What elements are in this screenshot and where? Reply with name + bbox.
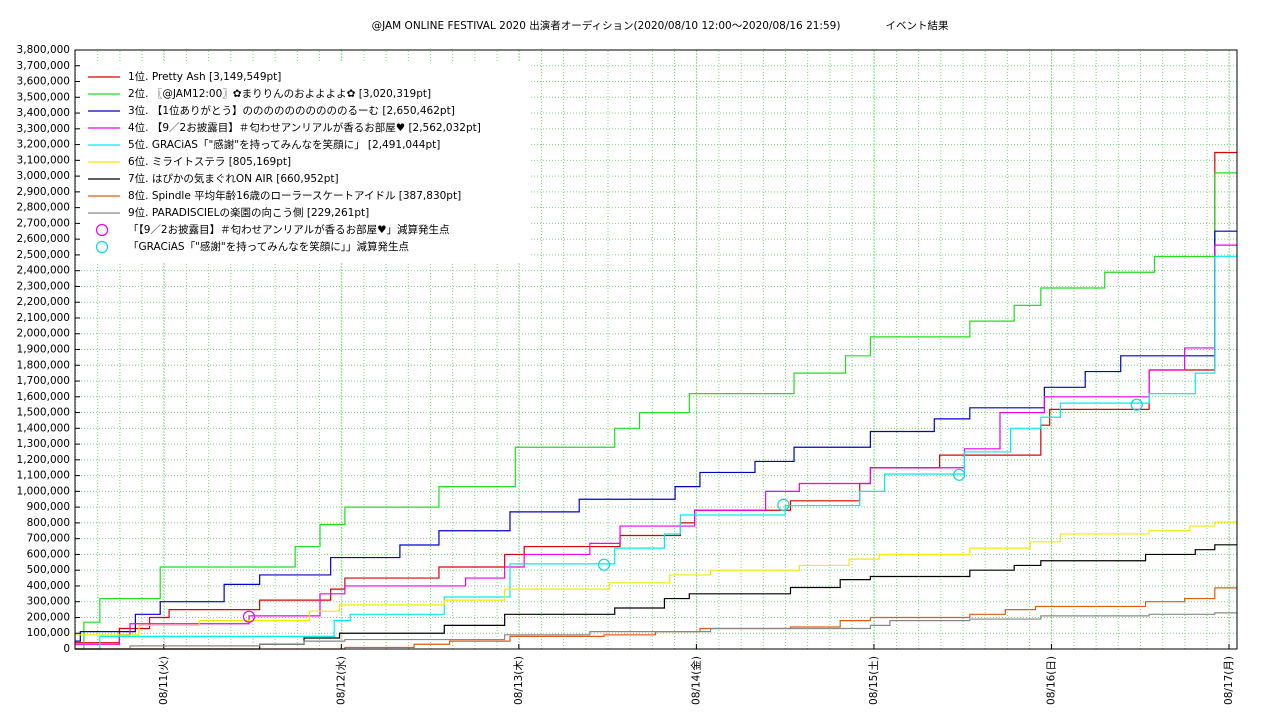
marker [777, 498, 790, 511]
legend-swatch [95, 240, 109, 254]
y-tick-label: 500,000 [27, 564, 70, 576]
legend-swatch [95, 223, 109, 237]
y-tick-label: 1,300,000 [17, 438, 70, 450]
x-tick-label: 08/11(火) [158, 656, 170, 705]
legend-label: 2位. 〖@JAM12:00〗✿まりりんのおよよよよ✿ [3,020,319pt… [128, 87, 431, 100]
y-tick-label: 3,300,000 [17, 123, 70, 135]
y-tick-label: 200,000 [27, 611, 70, 623]
marker [597, 558, 611, 571]
y-tick-label: 2,200,000 [17, 296, 70, 308]
y-tick-label: 2,800,000 [17, 202, 70, 214]
y-tick-label: 3,700,000 [17, 60, 70, 72]
series-line [75, 255, 1237, 650]
series-line [75, 544, 1237, 650]
series-line [75, 587, 1237, 650]
legend-label: 9位. PARADISCIELの楽園の向こう側 [229,261pt] [128, 206, 369, 219]
y-tick-label: 3,200,000 [17, 139, 70, 151]
marker [1130, 398, 1143, 411]
y-tick-label: 100,000 [27, 627, 70, 639]
x-tick-label: 08/16(日) [1045, 656, 1057, 705]
series-line [75, 172, 1237, 650]
legend-label: 1位. Pretty Ash [3,149,549pt] [128, 70, 281, 83]
legend-label: 「【9／2お披露目】＃匂わせアンリアルが香るお部屋♥」減算発生点 [128, 223, 450, 236]
series-line [75, 244, 1237, 645]
series-line [75, 612, 1237, 650]
y-tick-label: 2,000,000 [17, 328, 70, 340]
y-tick-label: 700,000 [27, 533, 70, 545]
marker [242, 610, 256, 623]
y-tick-label: 3,400,000 [17, 107, 70, 119]
x-tick-label: 08/17(月) [1223, 656, 1235, 705]
y-tick-label: 2,600,000 [17, 233, 70, 245]
y-tick-label: 2,900,000 [17, 186, 70, 198]
y-tick-label: 2,500,000 [17, 249, 70, 261]
y-tick-label: 3,600,000 [17, 76, 70, 88]
chart-title: @JAM ONLINE FESTIVAL 2020 出演者オーディション(202… [372, 19, 841, 32]
y-tick-label: 3,100,000 [17, 154, 70, 166]
legend-box [80, 62, 530, 262]
x-tick-label: 08/13(木) [513, 656, 525, 705]
y-tick-label: 3,000,000 [17, 170, 70, 182]
y-tick-label: 3,500,000 [17, 91, 70, 103]
y-tick-label: 800,000 [27, 517, 70, 529]
marker [953, 468, 966, 481]
chart-subtitle: イベント結果 [886, 19, 949, 32]
y-tick-label: 1,800,000 [17, 359, 70, 371]
x-tick-label: 08/12(水) [335, 656, 347, 705]
y-tick-label: 1,000,000 [17, 485, 70, 497]
y-tick-label: 0 [63, 643, 70, 655]
y-tick-label: 2,400,000 [17, 265, 70, 277]
y-tick-label: 300,000 [27, 596, 70, 608]
legend-label: 7位. はぴかの気まぐれON AIR [660,952pt] [128, 172, 339, 185]
y-tick-label: 900,000 [27, 501, 70, 513]
legend-label: 4位. 【9／2お披露目】＃匂わせアンリアルが香るお部屋♥ [2,562,032… [128, 121, 481, 134]
y-tick-label: 1,100,000 [17, 470, 70, 482]
x-tick-label: 08/14(金) [689, 656, 702, 705]
y-tick-label: 1,900,000 [17, 344, 70, 356]
y-tick-label: 1,700,000 [17, 375, 70, 387]
legend-label: 5位. GRACiAS「"感謝"を持ってみんなを笑顔に」 [2,491,044p… [128, 138, 440, 151]
y-tick-label: 1,400,000 [17, 422, 70, 434]
legend: 1位. Pretty Ash [3,149,549pt] 2位. 〖@JAM12:… [80, 62, 530, 262]
legend-label: 6位. ミライトステラ [805,169pt] [128, 155, 291, 168]
legend-label: 8位. Spindle 平均年齢16歳のローラースケートアイドル [387,83… [128, 189, 461, 202]
y-tick-label: 2,100,000 [17, 312, 70, 324]
y-tick-label: 1,200,000 [17, 454, 70, 466]
y-tick-label: 1,600,000 [17, 391, 70, 403]
y-tick-label: 1,500,000 [17, 407, 70, 419]
series-line [75, 230, 1237, 642]
legend-label: 「GRACiAS「"感謝"を持ってみんなを笑顔に」」減算発生点 [128, 240, 409, 253]
series-line [75, 151, 1237, 644]
x-tick-label: 08/15(土) [867, 656, 880, 705]
y-tick-label: 2,700,000 [17, 217, 70, 229]
plot-frame [74, 49, 1238, 650]
legend-label: 3位. 【1位ありがとう】ののののののののののるーむ [2,650,462pt] [128, 104, 455, 117]
y-tick-label: 3,800,000 [17, 44, 70, 56]
y-tick-label: 2,300,000 [17, 280, 70, 292]
series-line [75, 521, 1237, 636]
y-tick-label: 400,000 [27, 580, 70, 592]
y-tick-label: 600,000 [27, 548, 70, 560]
